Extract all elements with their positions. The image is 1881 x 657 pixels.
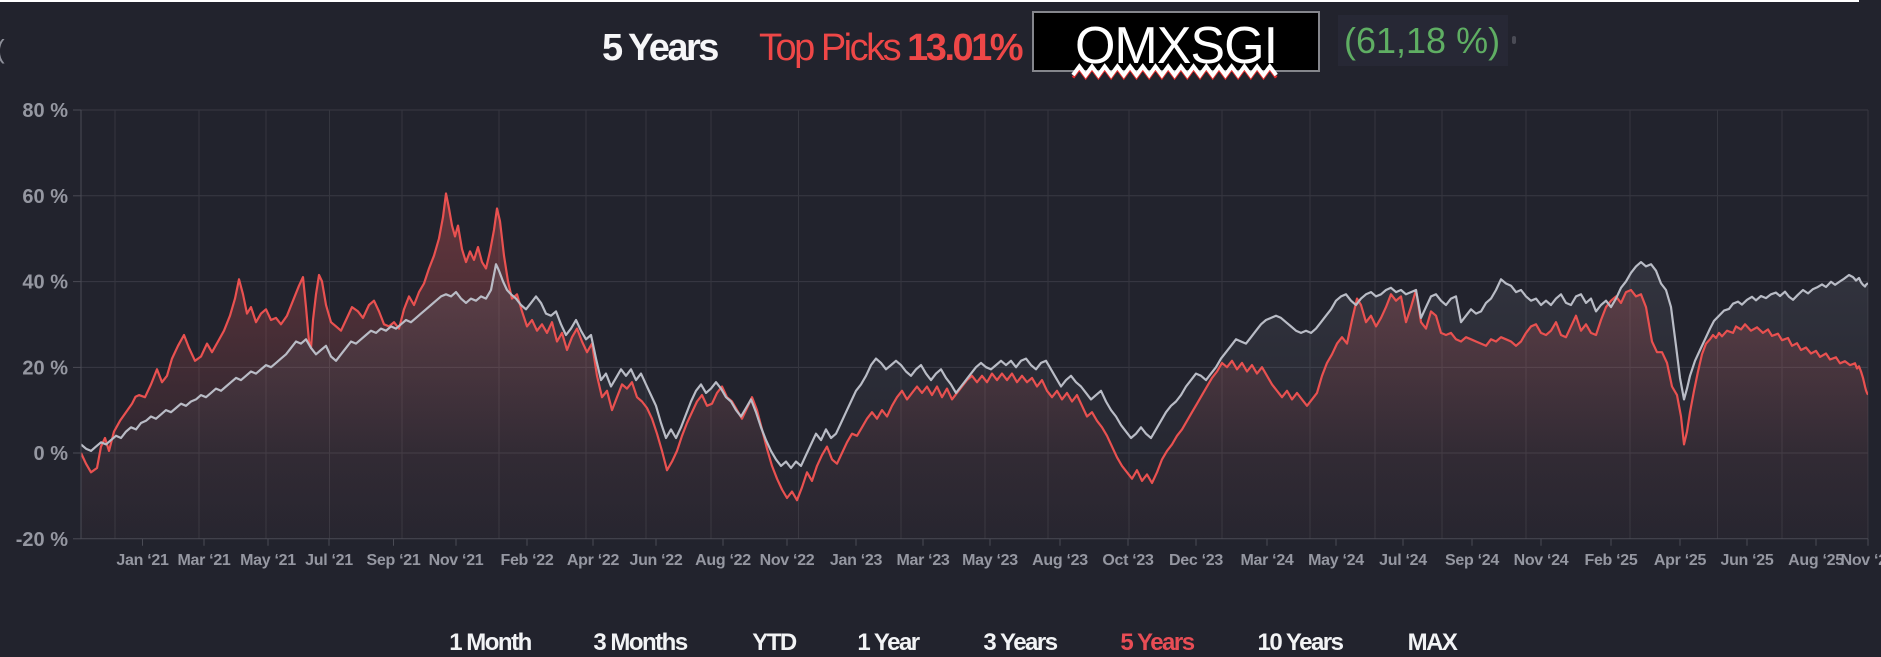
svg-text:Nov ‘24: Nov ‘24 [1514,552,1569,569]
svg-text:Apr ‘25: Apr ‘25 [1654,552,1707,569]
svg-text:Jun ‘25: Jun ‘25 [1720,552,1773,569]
svg-text:-20 %: -20 % [16,529,68,551]
svg-text:Aug ‘23: Aug ‘23 [1032,552,1088,569]
svg-text:Mar ‘21: Mar ‘21 [177,552,230,569]
svg-text:Feb ‘25: Feb ‘25 [1584,552,1637,569]
svg-text:Sep ‘21: Sep ‘21 [367,552,421,569]
svg-text:Jul ‘24: Jul ‘24 [1379,552,1427,569]
svg-text:40 %: 40 % [22,272,68,294]
svg-text:Nov ‘25: Nov ‘25 [1841,552,1881,569]
svg-text:20 %: 20 % [22,357,68,379]
svg-text:Aug ‘25: Aug ‘25 [1788,552,1844,569]
svg-text:Jun ‘22: Jun ‘22 [629,552,682,569]
svg-text:Jan ‘21: Jan ‘21 [116,552,169,569]
svg-text:Mar ‘23: Mar ‘23 [896,552,949,569]
svg-text:Feb ‘22: Feb ‘22 [500,552,553,569]
svg-text:May ‘23: May ‘23 [962,552,1018,569]
svg-text:May ‘21: May ‘21 [240,552,296,569]
svg-text:Jan ‘23: Jan ‘23 [830,552,883,569]
svg-text:Aug ‘22: Aug ‘22 [695,552,751,569]
svg-text:Oct ‘23: Oct ‘23 [1102,552,1154,569]
svg-text:Nov ‘22: Nov ‘22 [760,552,815,569]
svg-text:Sep ‘24: Sep ‘24 [1445,552,1499,569]
svg-text:Dec ‘23: Dec ‘23 [1169,552,1223,569]
svg-text:Nov ‘21: Nov ‘21 [429,552,484,569]
svg-text:Jul ‘21: Jul ‘21 [305,552,353,569]
svg-text:0 %: 0 % [34,443,69,465]
svg-text:60 %: 60 % [22,186,68,208]
svg-text:80 %: 80 % [22,100,68,122]
svg-text:Apr ‘22: Apr ‘22 [567,552,620,569]
svg-text:May ‘24: May ‘24 [1308,552,1364,569]
svg-text:Mar ‘24: Mar ‘24 [1240,552,1293,569]
